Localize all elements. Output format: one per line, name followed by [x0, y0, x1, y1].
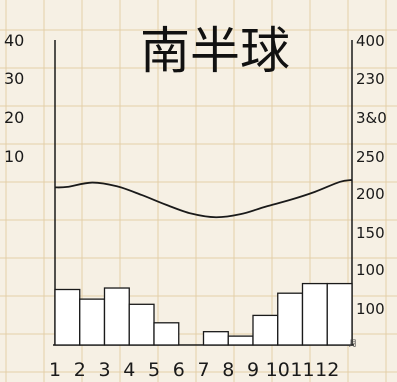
x-tick-label: 9: [247, 359, 259, 381]
right-tick-label: 100: [356, 300, 385, 318]
temperature-line-group: [54, 179, 353, 219]
x-axis-ticks: 1 2 3 4 5 6 7 8 9 10 11 12: [49, 359, 339, 381]
x-tick-label: 8: [222, 359, 234, 381]
precip-bar-4: [128, 303, 155, 346]
x-tick-label: 1: [49, 359, 61, 381]
right-tick-label: 200: [356, 185, 385, 203]
x-tick-label: 3: [98, 359, 110, 381]
left-tick-label: 20: [4, 108, 24, 127]
right-tick-label: 400: [356, 32, 385, 50]
x-tick-label: 6: [173, 359, 185, 381]
right-tick-label: 3&0: [356, 109, 387, 127]
precip-bar-2: [79, 298, 106, 346]
x-unit-label: 月: [349, 339, 357, 348]
right-tick-label: 250: [356, 148, 385, 166]
right-tick-label: 150: [356, 224, 385, 242]
precip-bar-5: [153, 322, 180, 346]
chart-title: 南半球: [140, 22, 290, 80]
precip-bar-3: [103, 287, 130, 346]
temperature-line: [54, 179, 353, 219]
precip-bar-8: [227, 335, 254, 346]
right-tick-label: 230: [356, 70, 385, 88]
x-tick-label: 11: [290, 359, 314, 381]
precipitation-bars: [54, 282, 353, 346]
precip-bar-1: [54, 288, 81, 346]
left-tick-label: 40: [4, 31, 24, 50]
x-tick-label: 7: [197, 359, 209, 381]
x-tick-label: 2: [74, 359, 86, 381]
left-tick-label: 30: [4, 69, 24, 88]
right-tick-label: 100: [356, 261, 385, 279]
x-tick-label: 4: [123, 359, 135, 381]
x-tick-label: 5: [148, 359, 160, 381]
left-axis-ticks: 10 20 30 40: [4, 31, 24, 166]
right-axis-ticks: 100 100 150 200 250 3&0 230 400: [356, 32, 387, 318]
precip-bar-10: [277, 292, 304, 346]
precip-bar-9: [252, 314, 279, 346]
precip-bar-7: [202, 331, 229, 346]
x-tick-label: 12: [315, 359, 339, 381]
x-tick-label: 10: [266, 359, 290, 381]
left-tick-label: 10: [4, 147, 24, 166]
precip-bar-12: [326, 282, 353, 346]
precip-bar-11: [301, 282, 328, 346]
